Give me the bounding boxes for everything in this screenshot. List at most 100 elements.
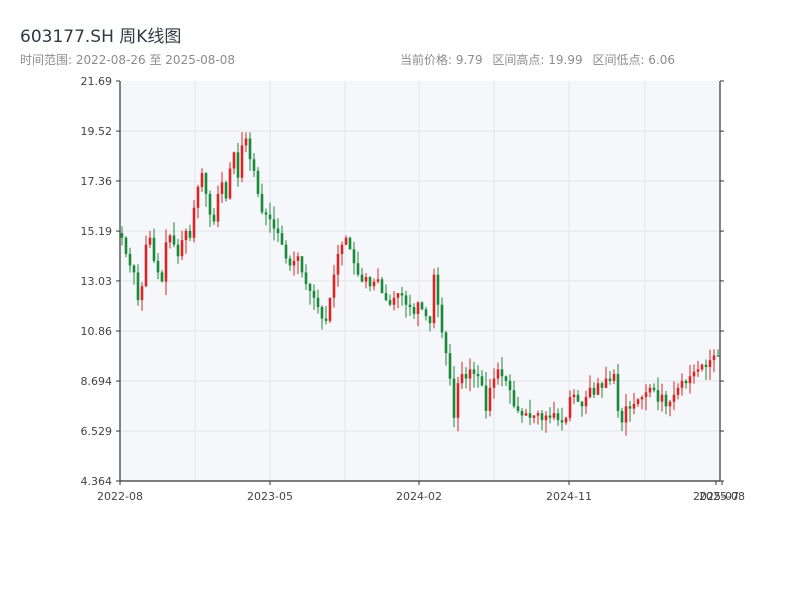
candle-body bbox=[512, 390, 516, 407]
candle-body bbox=[544, 415, 548, 421]
candle-body bbox=[332, 274, 336, 298]
candle-body bbox=[464, 373, 468, 379]
candle-body bbox=[556, 413, 560, 421]
candle-body bbox=[208, 193, 212, 215]
candle-body bbox=[620, 410, 624, 423]
candle-body bbox=[416, 302, 420, 314]
candle-body bbox=[492, 378, 496, 388]
candle-body bbox=[568, 397, 572, 418]
x-tick-label: 2024-11 bbox=[546, 490, 592, 503]
candle-body bbox=[460, 373, 464, 384]
x-tick-label: 2022-08 bbox=[97, 490, 143, 503]
candle-body bbox=[296, 256, 300, 261]
candle-body bbox=[660, 394, 664, 402]
candle-body bbox=[368, 277, 372, 287]
candle-body bbox=[144, 244, 148, 287]
y-tick-label: 13.03 bbox=[81, 275, 113, 288]
x-tick-label: 2023-05 bbox=[247, 490, 293, 503]
time-range-start: 2022-08-26 bbox=[75, 53, 146, 67]
candle-body bbox=[676, 387, 680, 395]
candle-body bbox=[172, 235, 176, 245]
candle-body bbox=[140, 286, 144, 301]
candle-body bbox=[232, 152, 236, 169]
candle-body bbox=[400, 293, 404, 296]
y-tick-label: 8.694 bbox=[81, 375, 113, 388]
candle-body bbox=[456, 383, 460, 418]
candle-body bbox=[564, 417, 568, 423]
y-tick-label: 6.529 bbox=[81, 425, 113, 438]
candle-body bbox=[432, 274, 436, 324]
y-tick-label: 21.69 bbox=[81, 75, 113, 88]
candle-body bbox=[552, 413, 556, 418]
candle-body bbox=[244, 138, 248, 146]
candle-body bbox=[312, 290, 316, 298]
candle-body bbox=[600, 383, 604, 388]
candle-body bbox=[548, 415, 552, 418]
candle-body bbox=[304, 272, 308, 284]
candle-body bbox=[572, 394, 576, 398]
candle-body bbox=[360, 274, 364, 282]
candle-body bbox=[632, 403, 636, 409]
candle-body bbox=[388, 300, 392, 305]
candle-body bbox=[644, 392, 648, 398]
candle-body bbox=[684, 380, 688, 384]
candle-body bbox=[440, 304, 444, 333]
y-tick-label: 19.52 bbox=[81, 125, 113, 138]
candle-body bbox=[148, 237, 152, 245]
candle-body bbox=[188, 230, 192, 238]
candle-body bbox=[452, 378, 456, 418]
candle-body bbox=[120, 233, 124, 238]
candle-body bbox=[612, 373, 616, 381]
y-tick-label: 4.364 bbox=[81, 475, 113, 488]
candle-body bbox=[656, 390, 660, 402]
candle-body bbox=[584, 397, 588, 407]
candle-body bbox=[708, 360, 712, 368]
candle-body bbox=[412, 307, 416, 314]
candle-body bbox=[640, 397, 644, 400]
period-high: 区间高点: 19.99 bbox=[492, 53, 583, 67]
candle-body bbox=[488, 387, 492, 411]
candle-body bbox=[224, 182, 228, 199]
candle-body bbox=[680, 380, 684, 388]
candle-body bbox=[588, 387, 592, 398]
candle-body bbox=[156, 260, 160, 273]
candle-body bbox=[348, 237, 352, 250]
candle-body bbox=[276, 228, 280, 234]
candle-body bbox=[428, 316, 432, 324]
candle-body bbox=[500, 369, 504, 377]
candle-body bbox=[532, 415, 536, 418]
candle-body bbox=[256, 170, 260, 194]
candle-body bbox=[308, 283, 312, 291]
time-range: 时间范围: 2022-08-26 至 2025-08-08 bbox=[20, 51, 235, 68]
candle-body bbox=[520, 410, 524, 416]
candle-body bbox=[292, 260, 296, 266]
candle-body bbox=[540, 413, 544, 421]
candle-body bbox=[204, 173, 208, 194]
candle-body bbox=[508, 380, 512, 391]
candle-body bbox=[648, 387, 652, 393]
candle-body bbox=[696, 369, 700, 372]
candle-body bbox=[524, 413, 528, 416]
candle-body bbox=[484, 385, 488, 411]
candle-body bbox=[340, 244, 344, 254]
candle-body bbox=[352, 249, 356, 264]
y-tick-label: 10.86 bbox=[81, 325, 113, 338]
candle-body bbox=[536, 413, 540, 416]
candle-body bbox=[516, 406, 520, 411]
candle-body bbox=[712, 355, 716, 361]
x-tick-label: 2025-07 bbox=[693, 490, 739, 503]
candle-body bbox=[664, 394, 668, 407]
chart-header: 603177.SH 周K线图 时间范围: 2022-08-26 至 2025-0… bbox=[0, 0, 800, 80]
candle-body bbox=[468, 369, 472, 379]
candle-body bbox=[316, 297, 320, 308]
x-tick-label: 2024-02 bbox=[396, 490, 442, 503]
candle-body bbox=[624, 406, 628, 423]
candle-body bbox=[216, 193, 220, 222]
candle-body bbox=[652, 387, 656, 391]
x-tick-label: 2025-08 bbox=[699, 490, 745, 503]
candle-body bbox=[480, 376, 484, 386]
candle-body bbox=[580, 401, 584, 407]
candle-body bbox=[704, 364, 708, 368]
candle-body bbox=[476, 373, 480, 377]
